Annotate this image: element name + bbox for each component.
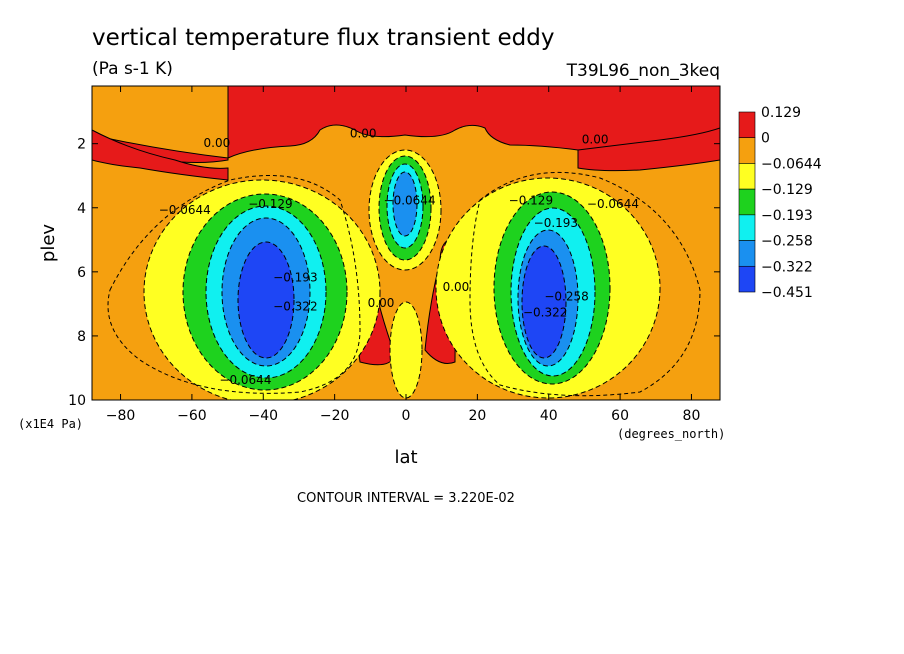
lobe-eq-stem: [389, 301, 423, 399]
colorbar-swatch: [738, 240, 756, 267]
contour-label: −0.0644: [384, 194, 436, 208]
contour-label: −0.0644: [587, 197, 639, 211]
x-tick-label: −20: [320, 408, 350, 424]
contour-label: 0.00: [204, 136, 231, 150]
y-tick-label: 10: [68, 393, 86, 409]
contour-label: −0.129: [509, 194, 553, 208]
x-units-label: (degrees_north): [617, 427, 725, 441]
colorbar-label: −0.322: [761, 259, 813, 275]
x-tick-label: −40: [248, 408, 278, 424]
contour-label: 0.00: [582, 133, 609, 147]
x-axis: −80 −60 −40 −20 0 20 40 60 80: [106, 86, 701, 424]
contour-label: 0.00: [350, 126, 377, 140]
colorbar-label: −0.193: [761, 208, 813, 224]
contour-interval-label: CONTOUR INTERVAL = 3.220E-02: [297, 491, 515, 506]
contour-labels: 0.00 0.00 0.00 −0.0644 −0.129 −0.129 −0.0644 −0…: [159, 126, 639, 387]
colorbar-label: 0.129: [761, 105, 801, 121]
dataset-label: T39L96_non_3keq: [566, 61, 720, 81]
contour-label: −0.322: [273, 299, 317, 313]
y-tick-label: 2: [77, 137, 86, 153]
y-tick-label: 8: [77, 329, 86, 345]
band-positive-left: [92, 129, 229, 181]
lobe-eq-n4: [392, 171, 418, 237]
colorbar-label: −0.0644: [761, 156, 822, 172]
contour-outer-right: [469, 171, 701, 397]
contour-label: −0.193: [534, 216, 578, 230]
lobe-left-n5: [237, 241, 295, 359]
y-tick-label: 6: [77, 265, 86, 281]
colorbar-label: −0.451: [761, 285, 813, 301]
y-units-label: (x1E4 Pa): [18, 417, 83, 431]
colorbar-swatch: [738, 265, 756, 293]
colorbar-label: −0.258: [761, 234, 813, 250]
x-axis-label: lat: [394, 447, 417, 468]
contour-label: −0.258: [544, 290, 588, 304]
colorbar-swatch: [738, 163, 756, 190]
y-axis-label: plev: [38, 224, 59, 263]
x-tick-label: 0: [402, 408, 411, 424]
x-tick-label: 60: [611, 408, 629, 424]
colorbar-label: 0: [761, 131, 770, 147]
contour-label: −0.0644: [159, 203, 211, 217]
band-positive-top: [92, 86, 720, 163]
x-tick-label: 40: [540, 408, 558, 424]
contour-label: 0.00: [443, 280, 470, 294]
lobe-right-n5: [521, 245, 567, 359]
y-tick-label: 4: [77, 201, 86, 217]
contour-label: −0.193: [273, 270, 317, 284]
x-tick-label: −80: [106, 408, 136, 424]
contour-label: −0.322: [523, 306, 567, 320]
colorbar-swatch: [738, 188, 756, 216]
contour-label: −0.129: [248, 197, 292, 211]
colorbar-swatch: [738, 214, 756, 241]
colorbar-swatch: [738, 111, 756, 139]
y-axis: 2 4 6 8 10: [68, 137, 720, 409]
band-positive-right: [577, 127, 720, 172]
x-tick-label: 80: [683, 408, 701, 424]
x-tick-label: −60: [177, 408, 207, 424]
units-label: (Pa s-1 K): [92, 59, 173, 79]
colorbar-swatch: [738, 137, 756, 164]
x-tick-label: 20: [468, 408, 486, 424]
contour-field: [92, 86, 720, 400]
colorbar: 0.129 0 −0.0644 −0.129 −0.193 −0.258 −0.322 −0.…: [738, 105, 822, 301]
contour-label: 0.00: [368, 296, 395, 310]
chart-title: vertical temperature flux transient eddy: [92, 25, 554, 51]
contour-label: −0.0644: [219, 373, 271, 387]
contour-outer-left: [107, 175, 361, 394]
colorbar-label: −0.129: [761, 182, 813, 198]
